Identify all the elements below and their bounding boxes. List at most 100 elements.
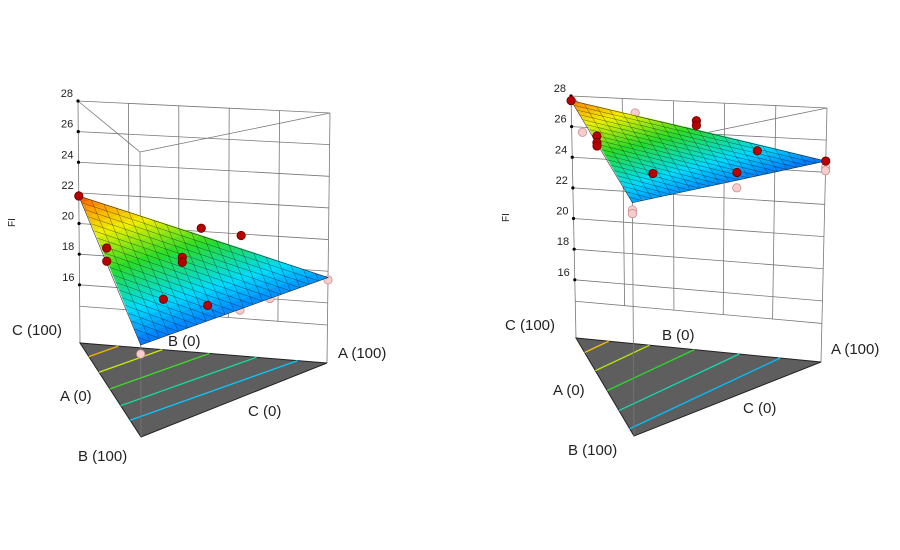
corner-label-b-0: B (0) — [662, 327, 695, 344]
z-tick-mark — [77, 283, 82, 287]
box-edge-a — [820, 107, 828, 363]
z-tick-label: 18 — [62, 241, 74, 253]
surface-mesh-line — [617, 175, 681, 193]
corner-label-c-100: C (100) — [12, 322, 63, 339]
surface-mesh-line — [228, 244, 254, 305]
z-axis-label-right: FI — [500, 213, 512, 222]
box-top-edge — [77, 100, 141, 153]
surface-mesh-line — [215, 240, 244, 308]
surface-mesh-line — [660, 121, 701, 189]
surface-mesh-line — [122, 297, 197, 325]
surface-mesh-line — [141, 215, 188, 329]
surface-mesh-line — [91, 199, 151, 342]
surface-mesh-line — [191, 232, 226, 315]
corner-label-c-100: C (100) — [505, 317, 556, 334]
z-tick-label: 22 — [62, 180, 74, 192]
floor-contour-line — [629, 357, 781, 430]
floor-contour-line — [120, 356, 257, 407]
design-point-above — [177, 257, 187, 267]
wall-gridline-horizontal — [78, 131, 330, 146]
surface-mesh-line — [134, 328, 160, 339]
corner-label-c-0: C (0) — [248, 403, 282, 420]
wall-gridline-horizontal — [78, 192, 329, 209]
surface-mesh-line — [166, 223, 207, 322]
surface-mesh-line — [601, 149, 730, 183]
z-tick-mark — [571, 186, 575, 190]
design-point-above — [202, 300, 213, 310]
floor-contour-line — [618, 353, 740, 412]
z-axis-label-left: FI — [6, 218, 18, 227]
z-tick-mark — [570, 125, 574, 129]
design-point-below — [577, 127, 588, 137]
corner-label-c-0: C (0) — [743, 400, 777, 417]
design-point-above — [566, 95, 576, 106]
corner-label-a-0: A (0) — [60, 388, 92, 405]
surface-mesh-line — [762, 145, 778, 172]
surface-mesh-line — [290, 264, 301, 288]
surface-mesh-line — [574, 105, 817, 164]
surface-mesh-line — [592, 134, 759, 176]
surface-mesh-line — [106, 259, 244, 308]
floor-contour-line — [606, 349, 695, 392]
surface-mesh-line — [812, 157, 817, 164]
design-point-above — [691, 120, 702, 131]
floor-contour-line — [129, 360, 298, 421]
wall-gridline-horizontal — [77, 100, 331, 114]
surface-mesh-line — [81, 202, 319, 282]
box-top-edge — [139, 112, 331, 153]
surface-mesh-line — [109, 267, 235, 312]
z-tick-mark — [76, 160, 81, 164]
surface-mesh-line — [647, 118, 691, 191]
floor-contour-line — [109, 352, 210, 390]
floor-contour-line — [98, 349, 163, 373]
surface-mesh-line — [626, 191, 652, 199]
surface-mesh-line — [622, 112, 672, 195]
surface-mesh-line — [94, 230, 282, 295]
floor-contour-line — [584, 340, 609, 354]
design-point-above — [158, 294, 168, 304]
z-tick-label: 20 — [62, 211, 74, 223]
surface-mesh-line — [88, 216, 300, 288]
surface-mesh-line — [103, 203, 160, 339]
corner-label-b-0: B (0) — [168, 333, 201, 350]
surface-mesh-line — [303, 269, 310, 285]
surface-mesh-line — [724, 136, 749, 178]
surface-mesh-line — [686, 127, 720, 185]
design-point-above — [752, 146, 762, 156]
z-tick-label: 22 — [556, 175, 568, 187]
surface-mesh-line — [128, 313, 179, 332]
surface-mesh-line — [119, 289, 207, 322]
z-tick-label: 24 — [61, 149, 73, 161]
surface-mesh-line — [153, 219, 198, 325]
z-tick-label: 24 — [555, 144, 567, 156]
surface-mesh-line — [673, 124, 710, 187]
surface-mesh-line — [620, 180, 672, 195]
wall-gridline-horizontal — [78, 161, 330, 177]
wall-gridline-horizontal — [572, 187, 825, 205]
surface-mesh-line — [623, 186, 662, 197]
corner-label-a-0: A (0) — [553, 382, 585, 399]
wall-gridline-horizontal — [575, 300, 822, 324]
z-tick-label: 28 — [554, 83, 566, 95]
floor-contour-line — [595, 344, 650, 372]
design-point-above — [592, 141, 602, 151]
surface-mesh-line — [137, 336, 151, 342]
z-tick-mark — [573, 278, 577, 282]
surface-mesh-line — [787, 151, 797, 168]
surface-mesh-line — [278, 260, 291, 292]
z-tick-label: 16 — [62, 272, 74, 284]
surface-mesh-line — [604, 154, 720, 185]
z-tick-mark — [76, 99, 80, 103]
z-tick-mark — [572, 247, 576, 251]
surface-mesh-line — [629, 196, 643, 201]
wall-gridline-horizontal — [574, 279, 823, 302]
z-tick-label: 16 — [558, 267, 570, 279]
surface-mesh-line — [315, 273, 319, 281]
floor-triangle — [575, 337, 822, 437]
z-tick-label: 20 — [556, 206, 568, 218]
design-point-below — [136, 349, 146, 359]
floor-triangle — [79, 342, 328, 438]
surface-mesh-line — [265, 256, 282, 295]
z-tick-label: 28 — [61, 88, 73, 100]
design-point-above — [821, 156, 831, 166]
